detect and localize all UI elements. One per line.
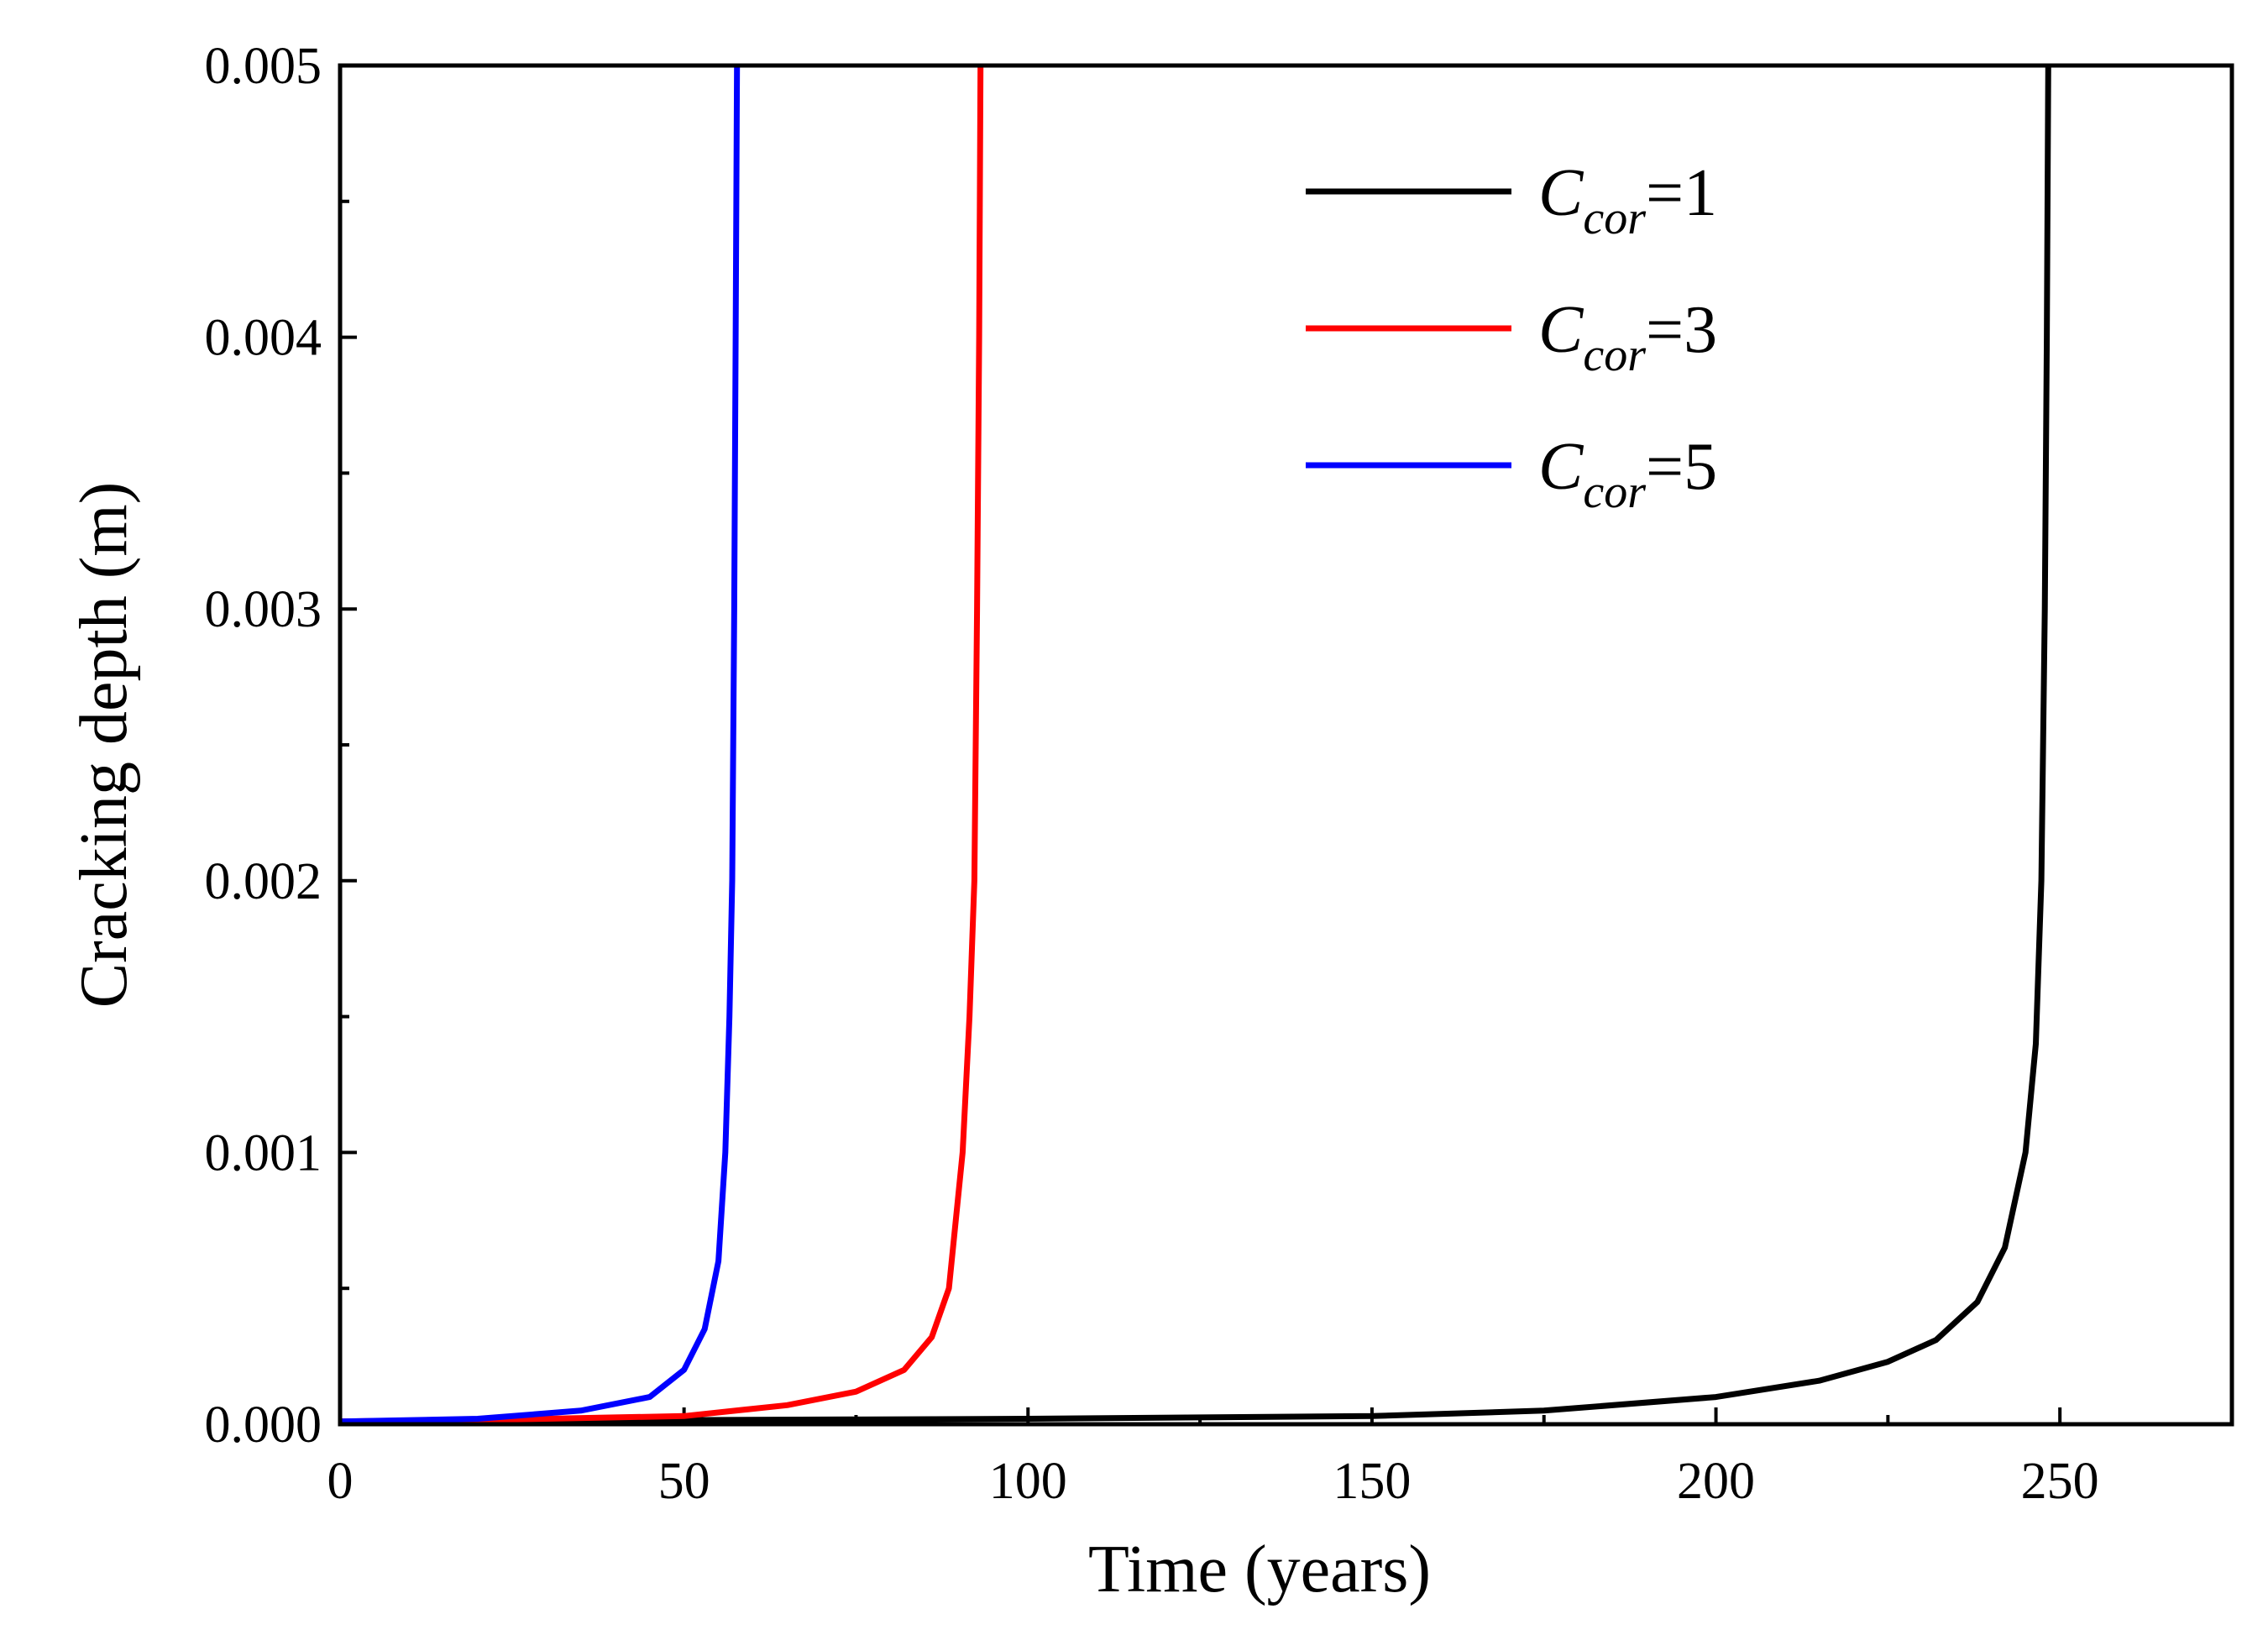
x-tick-label: 250: [2021, 1453, 2099, 1510]
plot-frame: [338, 63, 2234, 1427]
y-tick-label: 0.001: [205, 1124, 322, 1182]
y-tick-label: 0.005: [205, 38, 322, 95]
y-tick-label: 0.003: [205, 581, 322, 638]
x-tick-label: 0: [327, 1453, 354, 1510]
series-lines: [340, 66, 2051, 1424]
x-tick-label: 200: [1677, 1453, 1755, 1510]
legend-label-3: Ccor=5: [1538, 430, 1717, 518]
y-tick-label: 0.002: [205, 853, 322, 910]
legend-label-1: Ccor=1: [1538, 156, 1717, 244]
series-line-3: [340, 66, 741, 1424]
series-line-2: [340, 66, 984, 1424]
y-axis-title: Cracking depth (m): [67, 482, 141, 1008]
y-tick-label: 0.004: [205, 310, 322, 367]
y-tick-label: 0.000: [205, 1397, 322, 1454]
x-tick-label: 100: [989, 1453, 1067, 1510]
x-axis-title: Time (years): [1088, 1533, 1431, 1606]
legend-label-2: Ccor=3: [1538, 293, 1717, 381]
x-tick-label: 150: [1333, 1453, 1411, 1510]
x-tick-label: 50: [658, 1453, 710, 1510]
y-axis-ticks: 0.000 0.001 0.002 0.003 0.004 0.005: [205, 38, 357, 1454]
series-line-1: [340, 66, 2051, 1424]
legend: Ccor=1 Ccor=3 Ccor=5: [1306, 156, 1717, 518]
